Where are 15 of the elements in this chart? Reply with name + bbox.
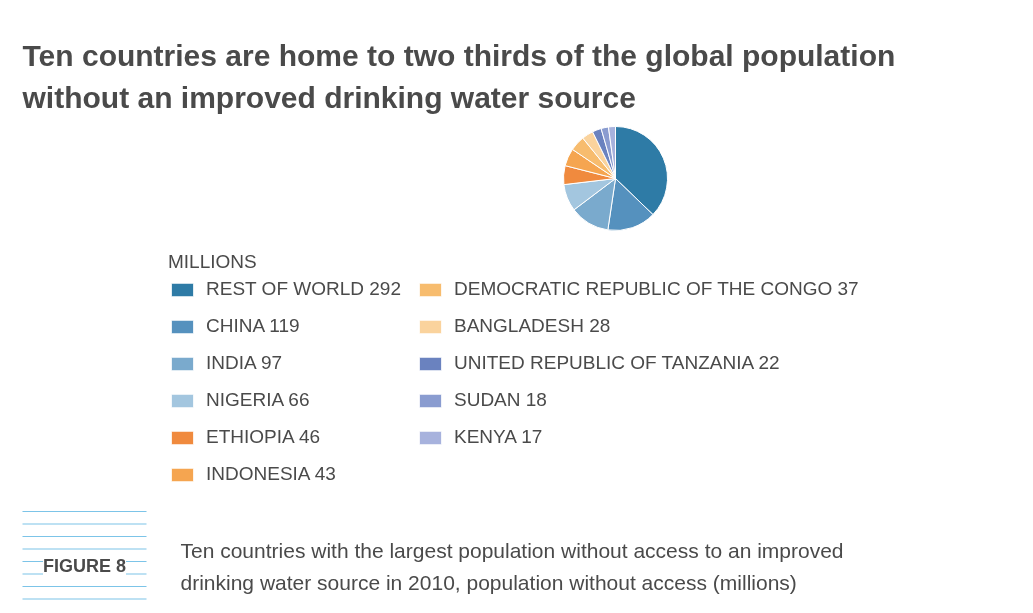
text: Ten countries with the largest population without access to an improved drinking water source in 2010, population without access (millions) bbox=[180, 539, 844, 594]
legend-title: MILLIONS bbox=[168, 251, 258, 273]
legend-label: REST OF WORLD 292 bbox=[206, 278, 401, 300]
legend-label: BANGLADESH 28 bbox=[453, 315, 611, 337]
chart-title: Ten countries are home to two thirds of the global population without an improved drinking water source bbox=[21, 39, 896, 114]
caption: FIGURE 8 bbox=[42, 555, 127, 576]
legend-label: CHINA 119 bbox=[206, 315, 300, 337]
legend-label: ETHIOPIA 46 bbox=[206, 426, 321, 448]
legend-label: DEMOCRATIC REPUBLIC OF THE CONGO 37 bbox=[453, 278, 859, 300]
legend-label: KENYA 17 bbox=[453, 426, 543, 448]
legend-label: SUDAN 18 bbox=[453, 389, 547, 411]
legend-label: UNITED REPUBLIC OF TANZANIA 22 bbox=[453, 352, 780, 374]
legend-label: INDONESIA 43 bbox=[206, 463, 336, 485]
legend-label: NIGERIA 66 bbox=[206, 389, 310, 411]
legend-label: INDIA 97 bbox=[206, 352, 283, 374]
